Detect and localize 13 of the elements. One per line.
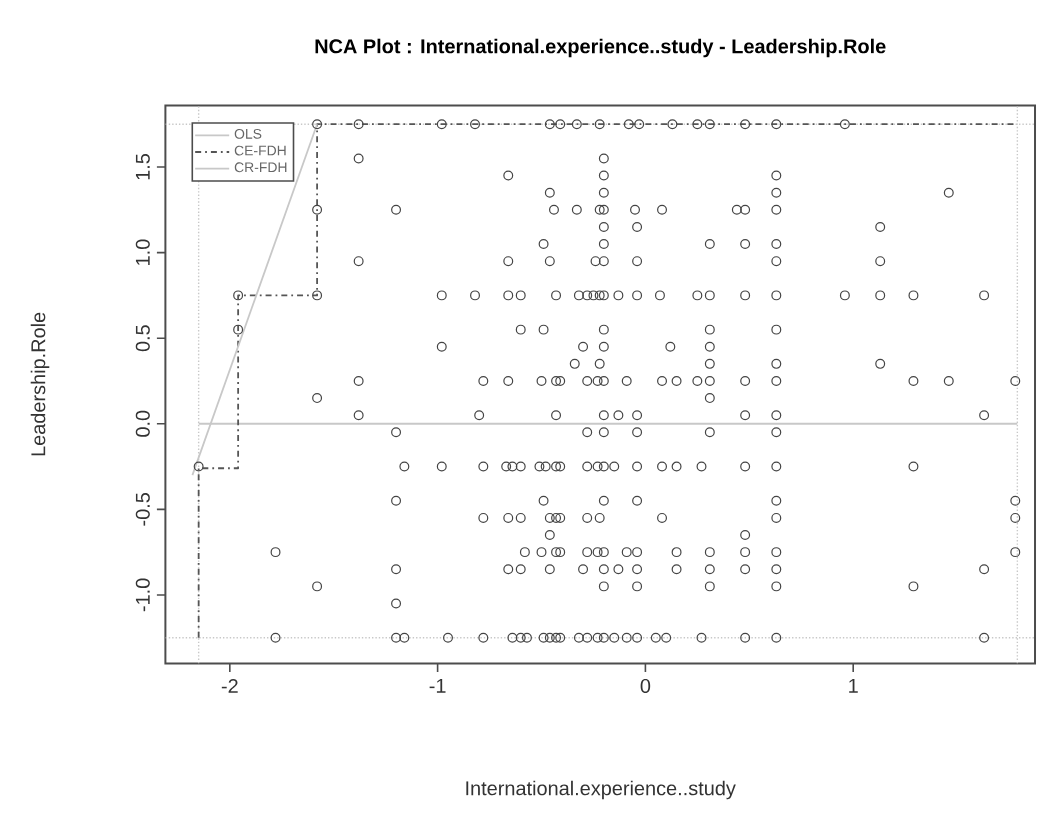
x-tick-label: 0 xyxy=(640,678,651,694)
y-tick-label: 0.0 xyxy=(135,410,150,437)
x-tick-label: -2 xyxy=(221,678,238,693)
x-tick-label: -1 xyxy=(429,678,446,693)
y-tick-label: -1.0 xyxy=(135,578,150,612)
y-tick-label: 1.5 xyxy=(135,153,150,180)
x-tick-label: 1 xyxy=(849,678,858,693)
x-axis-title: International.experience..study xyxy=(466,780,736,800)
y-tick-label: 1.0 xyxy=(135,239,150,265)
y-tick-label: -0.5 xyxy=(135,493,150,526)
chart-title: NCA Plot : International.experience..study - Leadership.Role xyxy=(315,38,886,58)
y-axis-title: Leadership.Role xyxy=(30,312,50,456)
y-tick-label: 0.5 xyxy=(135,325,150,352)
